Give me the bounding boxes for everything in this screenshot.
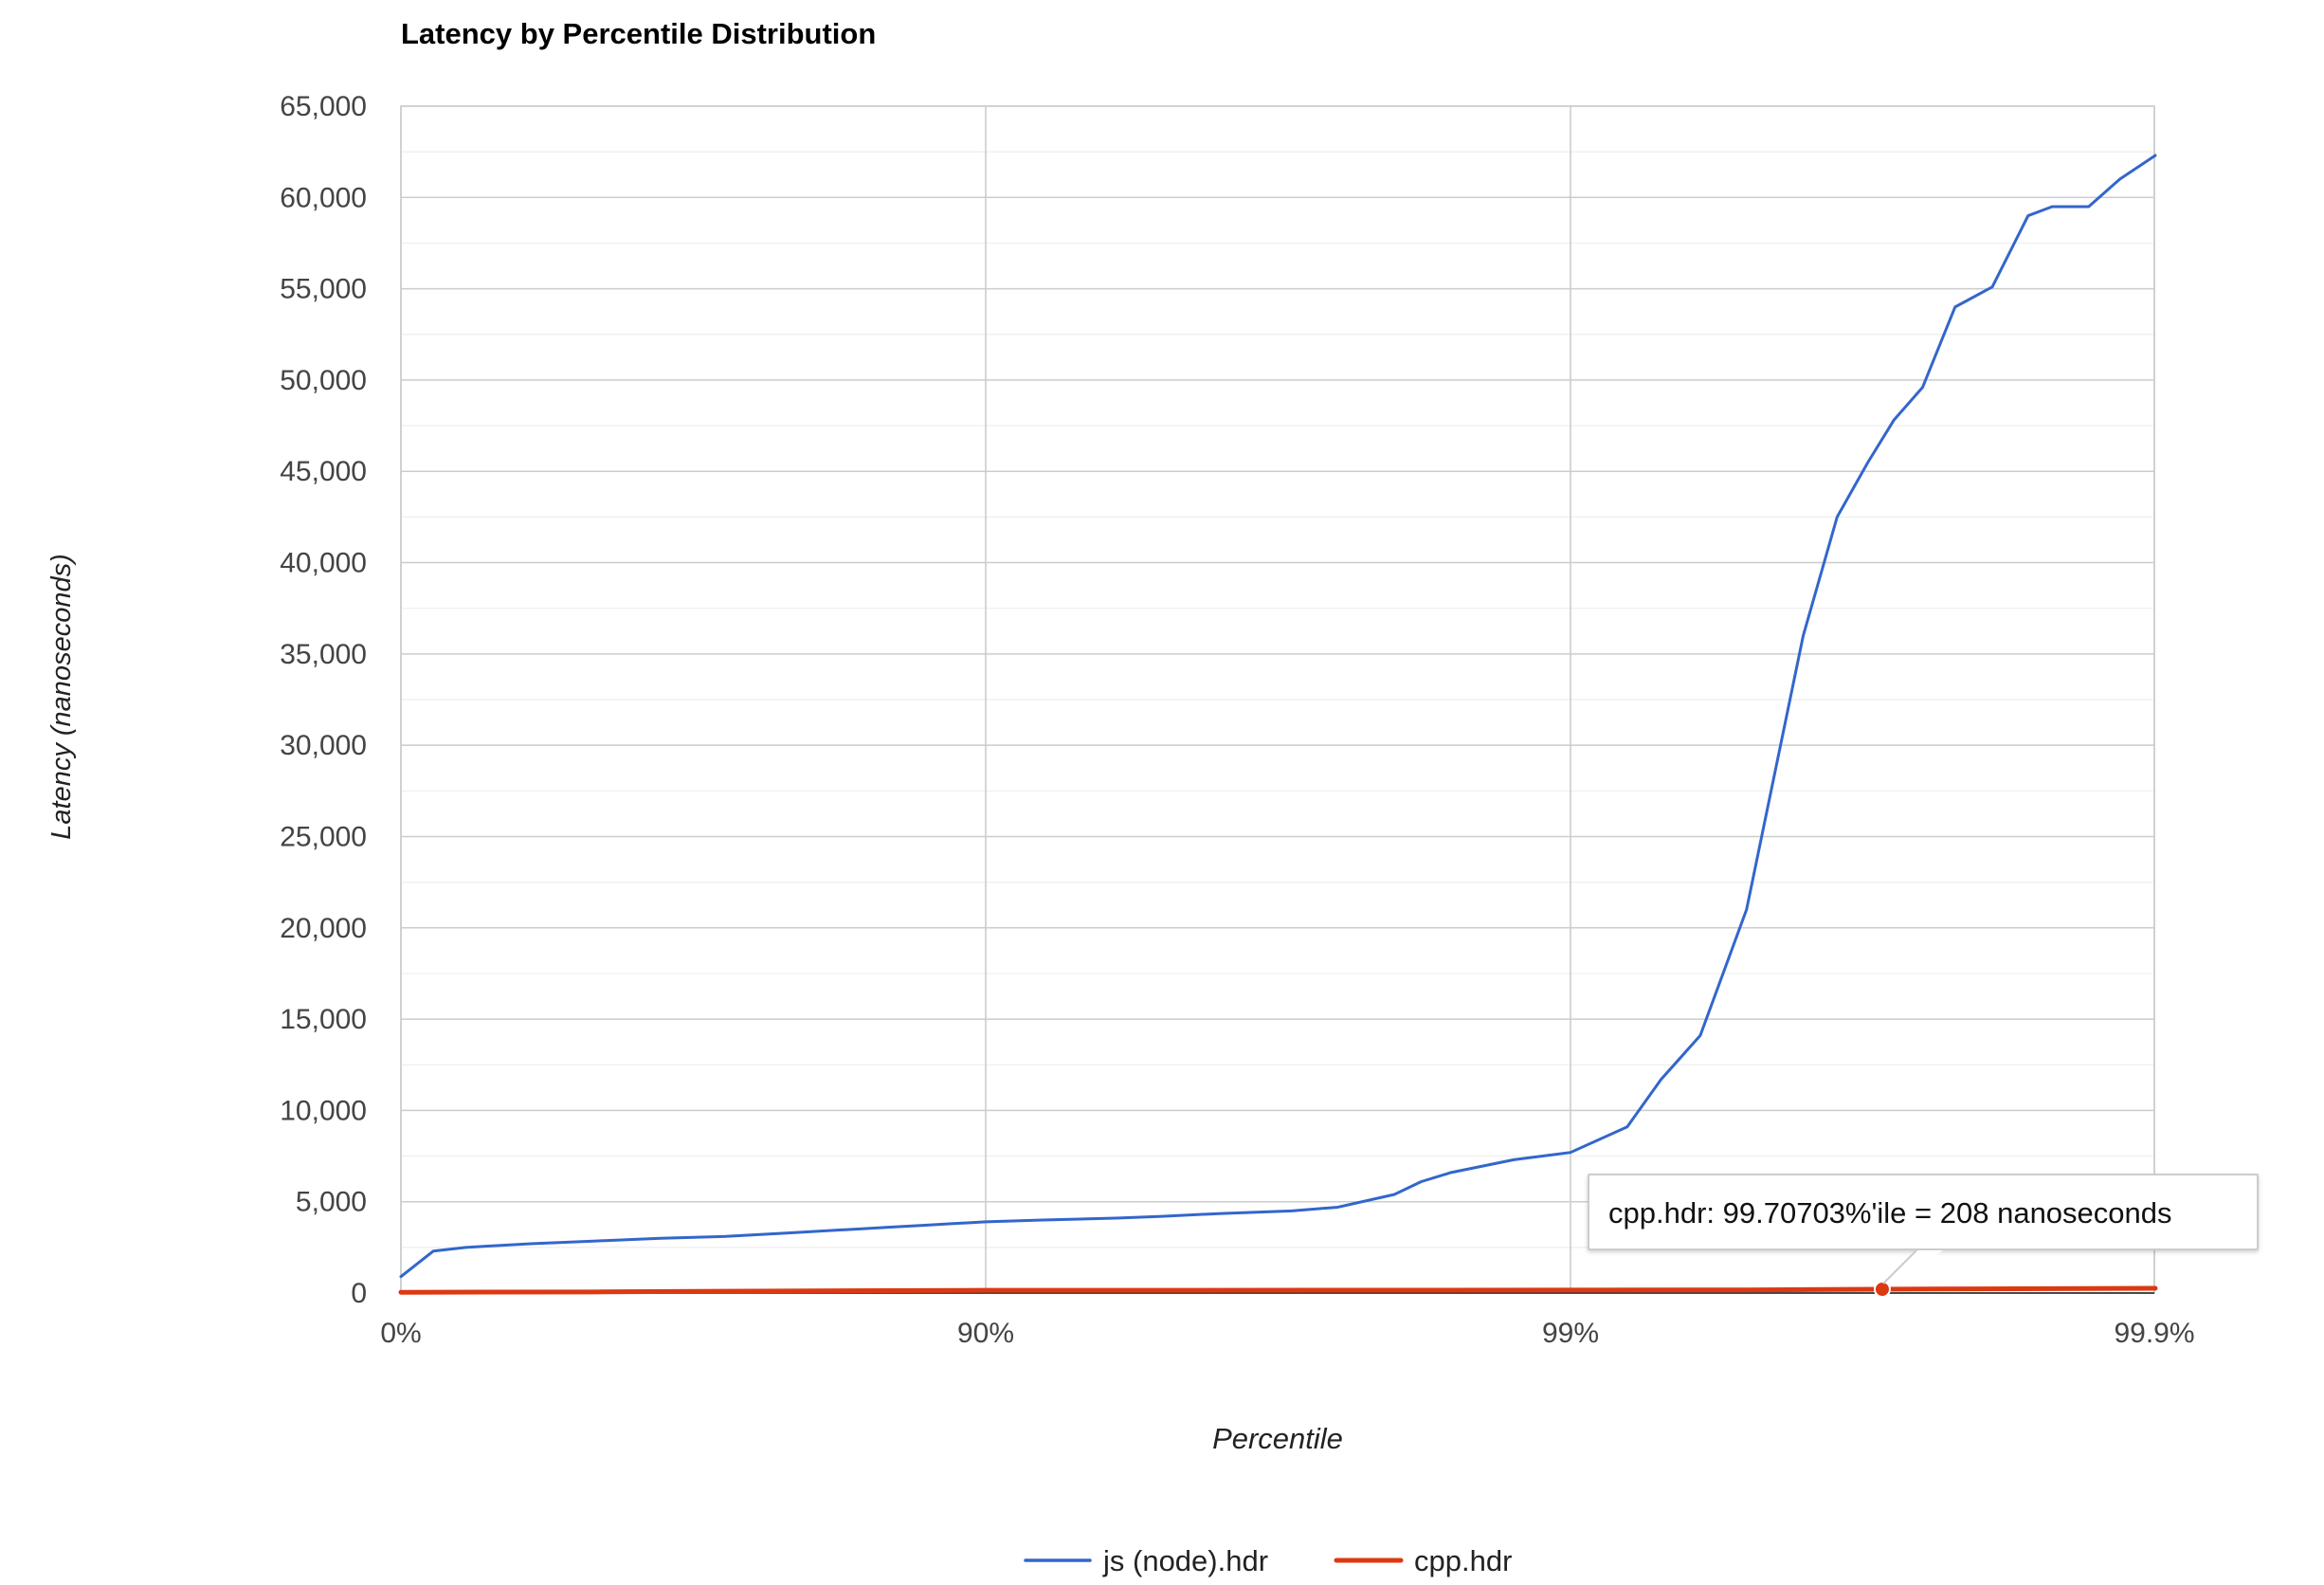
x-tick-label: 0% bbox=[380, 1318, 421, 1349]
y-tick-label: 65,000 bbox=[280, 91, 367, 122]
axis-layer: 0 5,000 10,000 15,000 20,000 25,000 30,000 35,0… bbox=[280, 91, 2194, 1349]
js-node-legend-label: js (node).hdr bbox=[1102, 1544, 1268, 1577]
cpp-legend-label: cpp.hdr bbox=[1414, 1544, 1512, 1577]
y-tick-label: 25,000 bbox=[280, 821, 367, 852]
y-tick-label: 30,000 bbox=[280, 730, 367, 761]
tooltip-layer: cpp.hdr: 99.70703%'ile = 208 nanoseconds bbox=[1588, 1174, 2259, 1298]
x-tick-label: 99.9% bbox=[2114, 1318, 2194, 1349]
y-tick-label: 40,000 bbox=[280, 548, 367, 579]
y-tick-label: 60,000 bbox=[280, 182, 367, 213]
legend: js (node).hdr cpp.hdr bbox=[1024, 1544, 1512, 1577]
y-tick-label: 10,000 bbox=[280, 1095, 367, 1126]
x-tick-label: 99% bbox=[1542, 1318, 1599, 1349]
y-tick-label: 45,000 bbox=[280, 456, 367, 487]
chart-title: Latency by Percentile Distribution bbox=[401, 17, 876, 50]
y-axis-title: Latency (nanoseconds) bbox=[46, 554, 77, 839]
cpp-series-line bbox=[398, 1285, 2158, 1295]
js-node-series-line bbox=[399, 154, 2157, 1279]
y-tick-label: 55,000 bbox=[280, 274, 367, 305]
tooltip-highlight-point bbox=[1873, 1280, 1891, 1298]
series-layer bbox=[398, 154, 2158, 1295]
y-tick-label: 15,000 bbox=[280, 1004, 367, 1035]
x-axis-title: Percentile bbox=[1212, 1422, 1343, 1455]
y-tick-label: 20,000 bbox=[280, 913, 367, 944]
tooltip-text: cpp.hdr: 99.70703%'ile = 208 nanoseconds bbox=[1608, 1196, 2172, 1230]
y-tick-label: 5,000 bbox=[296, 1187, 367, 1218]
x-tick-label: 90% bbox=[957, 1318, 1014, 1349]
grid-layer bbox=[400, 105, 2155, 1294]
y-tick-label: 0 bbox=[351, 1278, 367, 1309]
tooltip-pointer bbox=[1882, 1248, 1945, 1284]
y-tick-label: 50,000 bbox=[280, 365, 367, 396]
y-tick-label: 35,000 bbox=[280, 639, 367, 670]
